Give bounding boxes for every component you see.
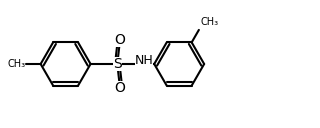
Text: O: O bbox=[114, 81, 125, 95]
Text: CH₃: CH₃ bbox=[200, 17, 219, 27]
Text: O: O bbox=[114, 33, 125, 47]
Text: CH₃: CH₃ bbox=[7, 59, 25, 69]
Text: S: S bbox=[113, 57, 122, 71]
Text: NH: NH bbox=[135, 54, 153, 67]
